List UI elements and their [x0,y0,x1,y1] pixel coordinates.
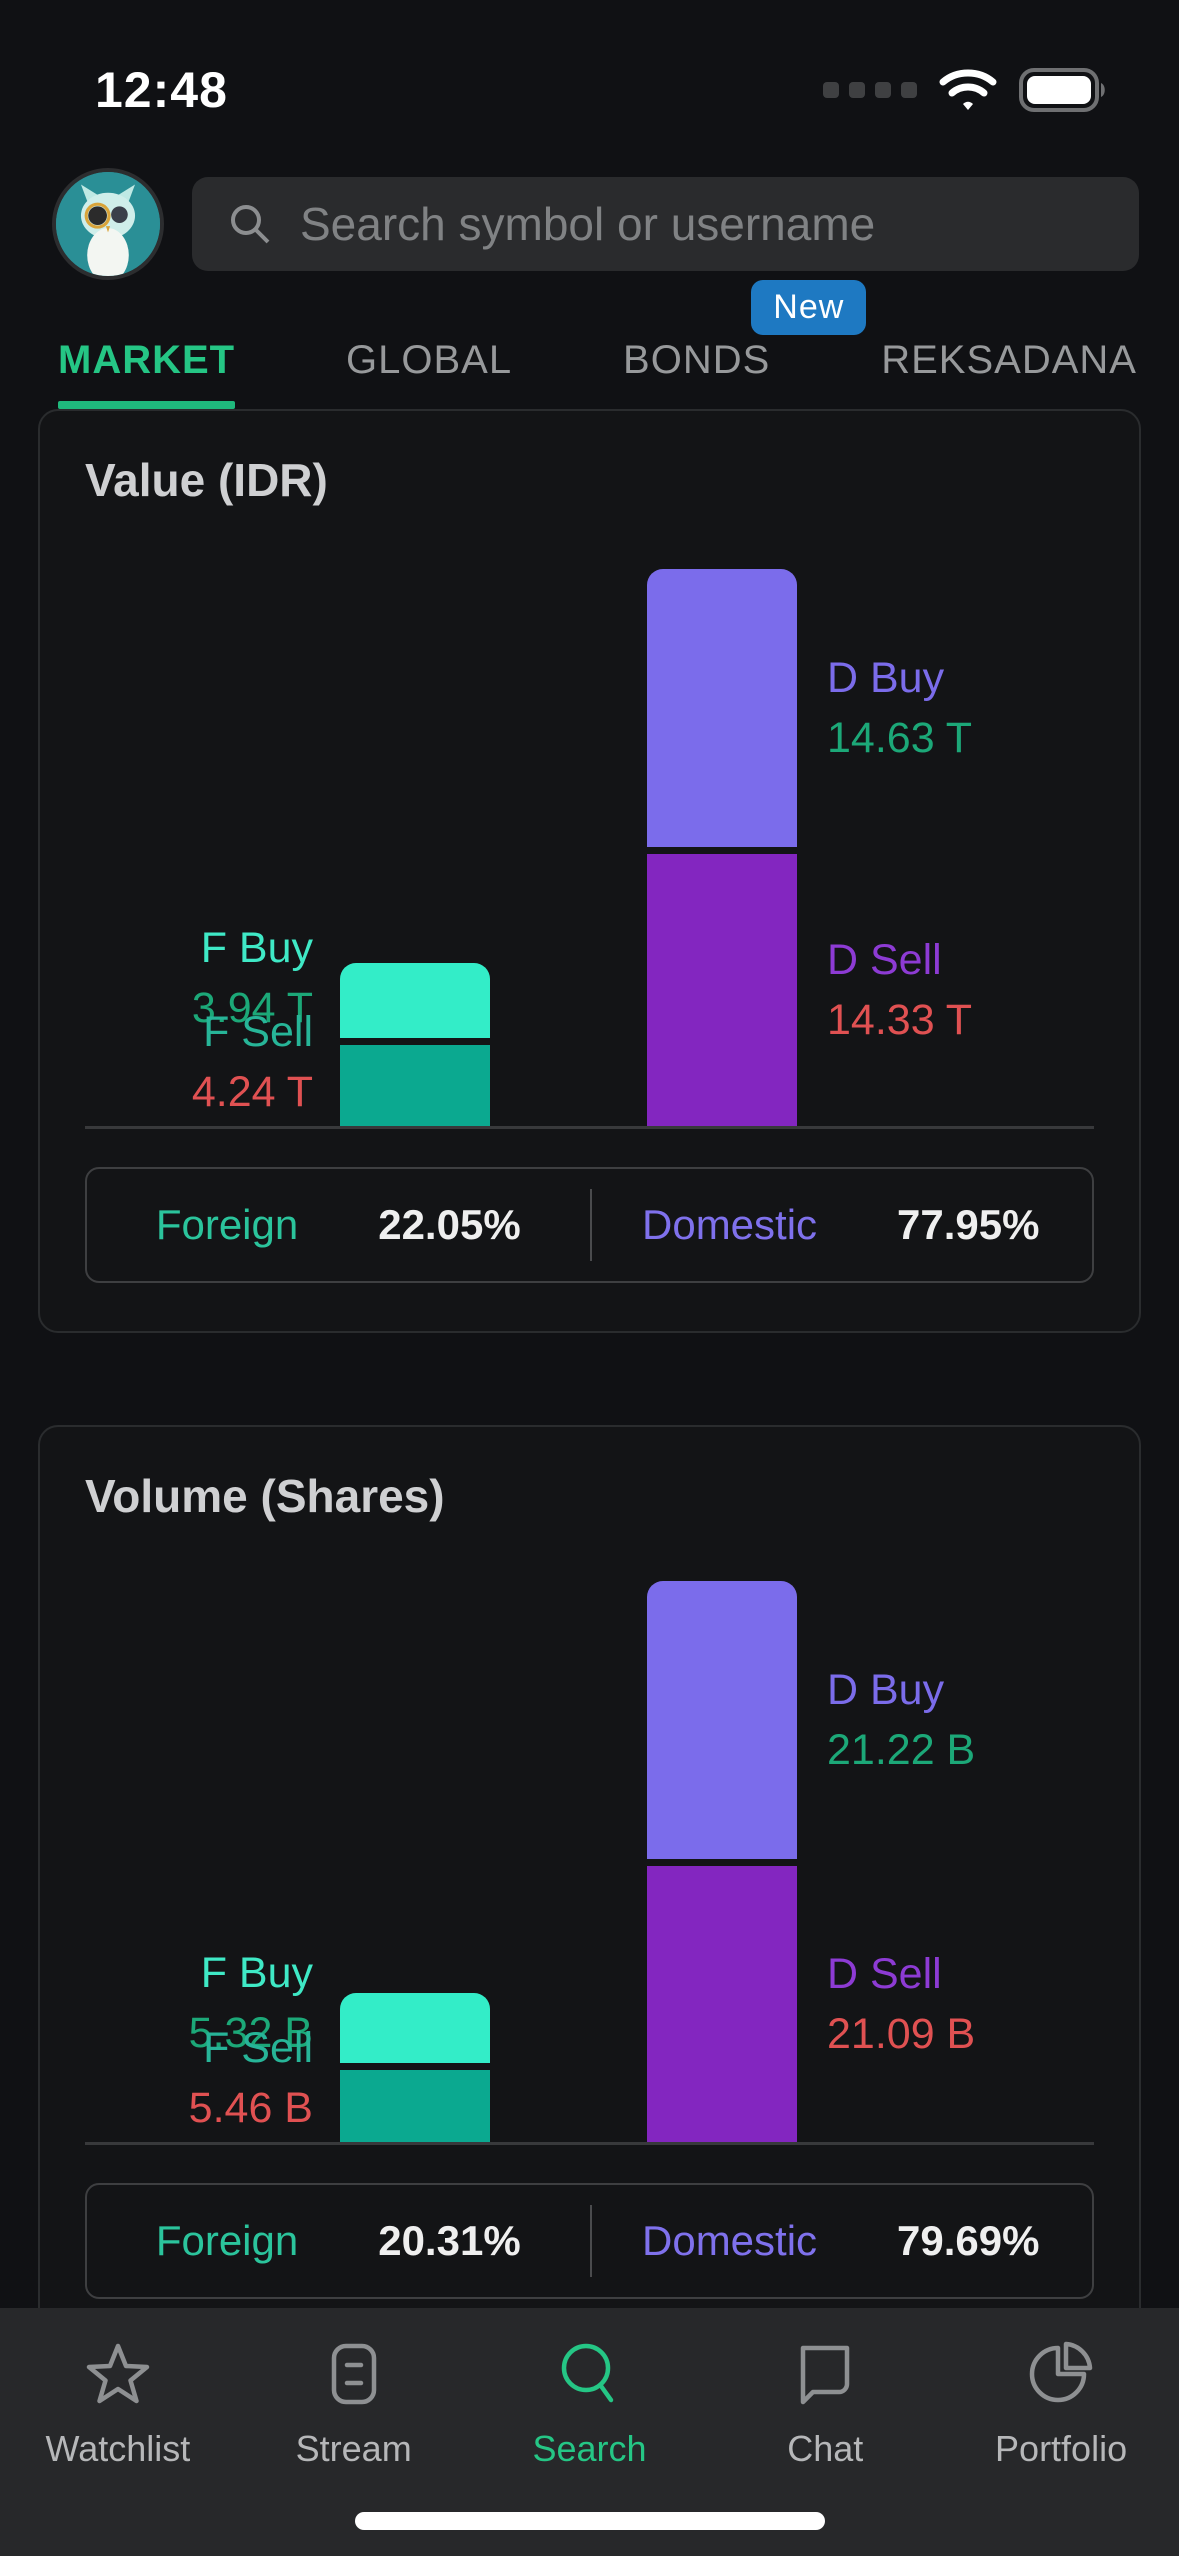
domestic-percentage: 77.95% [897,1201,1040,1248]
foreign-label: Foreign [155,1201,299,1248]
foreign-label: Foreign [155,2217,299,2264]
domestic-bar-stack [647,569,797,1126]
domestic-label: Domestic [642,1201,818,1248]
clock: 12:48 [95,62,228,118]
wifi-icon [939,69,997,110]
volume-chart: F Buy 5.32 B F Sell 5.46 B D Buy 21.22 B… [85,1545,1094,2145]
card-title: Value (IDR) [85,454,328,506]
stream-icon [331,2343,376,2405]
domestic-percentage: 79.69% [897,2217,1040,2264]
volume-card: Volume (Shares) F Buy 5.32 B F Sell 5.46… [38,1425,1141,2349]
foreign-buy-label: F Buy 3.94 T [191,923,313,1032]
foreign-percentage: 22.05% [378,1201,521,1248]
foreign-sell-label: F Sell 4.24 T [191,1007,313,1116]
home-indicator[interactable] [354,2512,825,2530]
value-card: Value (IDR) F Buy 3.94 T F Sell 4.24 T D… [38,409,1141,1333]
summary-divider [589,1189,592,1261]
tab-reksadana[interactable]: REKSADANA [881,338,1137,382]
tab-bonds[interactable]: BONDS New [623,280,867,409]
card-title: Volume (Shares) [85,1470,445,1522]
domestic-sell-bar [647,1866,797,2142]
nav-portfolio[interactable]: Portfolio [961,2338,1161,2470]
battery-icon [1019,68,1105,112]
foreign-bar-stack [340,963,490,1126]
foreign-buy-label: F Buy 5.32 B [188,1948,313,2057]
domestic-buy-label: D Buy 21.22 B [827,1665,976,1774]
new-badge: New [751,280,867,335]
foreign-domestic-summary: Foreign 20.31% Domestic 79.69% [85,2183,1094,2299]
domestic-sell-bar [647,854,797,1126]
domestic-buy-bar [647,569,797,847]
portfolio-pie-icon [1029,2341,1093,2403]
foreign-buy-bar [340,963,490,1038]
search-input[interactable] [300,197,1105,251]
cellular-signal-dots-icon [823,82,917,98]
foreign-percentage: 20.31% [378,2217,521,2264]
summary-divider [589,2205,592,2277]
foreign-bar-stack [340,1993,490,2142]
profile-avatar[interactable] [52,168,164,280]
nav-stream[interactable]: Stream [254,2338,454,2470]
chat-icon [801,2345,850,2405]
foreign-sell-bar [340,1045,490,1126]
header [0,150,1179,280]
foreign-domestic-summary: Foreign 22.05% Domestic 77.95% [85,1167,1094,1283]
nav-search[interactable]: Search [489,2338,689,2470]
domestic-sell-label: D Sell 14.33 T [827,935,973,1044]
value-chart: F Buy 3.94 T F Sell 4.24 T D Buy 14.63 T… [85,529,1094,1129]
foreign-sell-label: F Sell 5.46 B [188,2023,313,2132]
tab-bar: MARKET GLOBAL BONDS New REKSADANA [0,280,1179,409]
domestic-buy-bar [647,1581,797,1859]
nav-chat[interactable]: Chat [725,2338,925,2470]
domestic-buy-label: D Buy 14.63 T [827,653,973,762]
tab-market[interactable]: MARKET [58,338,236,409]
search-bar[interactable] [192,177,1139,271]
foreign-sell-bar [340,2070,490,2142]
search-icon [562,2343,614,2403]
domestic-label: Domestic [642,2217,818,2264]
status-bar: 12:48 [0,0,1179,150]
search-icon [231,205,270,244]
tab-global[interactable]: GLOBAL [346,338,513,382]
foreign-buy-bar [340,1993,490,2063]
domestic-sell-label: D Sell 21.09 B [827,1949,976,2058]
nav-watchlist[interactable]: Watchlist [18,2338,218,2470]
bottom-navigation: Watchlist Stream Search Chat Portfolio [0,2308,1179,2556]
domestic-bar-stack [647,1581,797,2142]
star-icon [86,2343,150,2404]
